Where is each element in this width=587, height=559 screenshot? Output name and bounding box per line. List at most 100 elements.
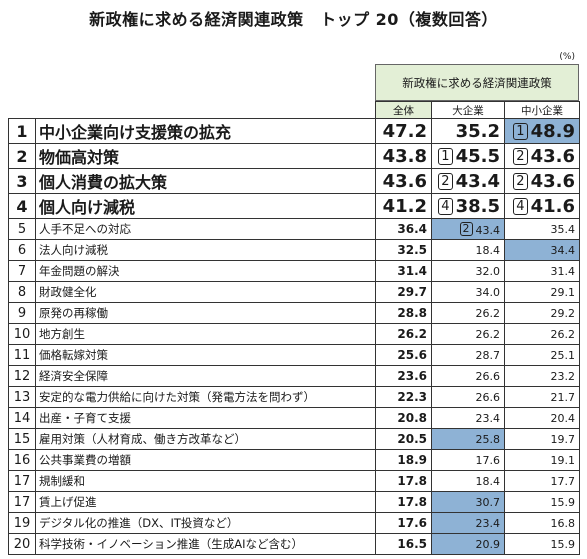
policy-item-cell: 法人向け減税	[35, 239, 376, 261]
value-all-cell: 18.9	[375, 449, 432, 471]
value-sme-cell: 26.2	[504, 323, 580, 345]
value-large-cell: 25.8	[431, 428, 505, 450]
value-sme-cell: 23.2	[504, 365, 580, 387]
value-text: 31.4	[550, 264, 576, 278]
value-text: 35.4	[550, 222, 576, 236]
value-text: 23.4	[475, 411, 501, 425]
value-text: 19.7	[550, 432, 576, 446]
value-text: 29.2	[550, 306, 576, 320]
value-text: 18.4	[475, 474, 501, 488]
value-sme-cell: 2 43.6	[504, 168, 580, 194]
value-text: 18.4	[475, 243, 501, 257]
value-all-cell: 28.8	[375, 302, 432, 324]
value-sme-cell: 15.9	[504, 491, 580, 513]
value-sme-cell: 35.4	[504, 218, 580, 240]
value-large-cell: 32.0	[431, 260, 505, 282]
column-header-row: 全体 大企業 中小企業	[9, 101, 580, 119]
value-text: 22.3	[397, 390, 427, 404]
policy-item-cell: 経済安全保障	[35, 365, 376, 387]
rank-cell: 1	[8, 118, 36, 144]
table-row: 1 中小企業向け支援策の拡充 47.2 35.2 1 48.9	[8, 118, 580, 144]
rank-badge: 2	[513, 147, 528, 165]
value-all-cell: 41.2	[375, 193, 432, 219]
policy-item-cell: 科学技術・イノベーション推進（生成AIなど含む）	[35, 533, 376, 555]
value-large-cell: 34.0	[431, 281, 505, 303]
policy-item-cell: 雇用対策（人材育成、働き方改革など）	[35, 428, 376, 450]
value-text: 17.8	[397, 474, 427, 488]
value-text: 20.4	[550, 411, 576, 425]
value-sme-cell: 15.9	[504, 533, 580, 555]
value-text: 32.0	[475, 264, 501, 278]
value-text: 25.8	[475, 432, 501, 446]
table-row: 7 年金問題の解決 31.4 32.0 31.4	[8, 260, 580, 282]
value-text: 16.5	[397, 537, 427, 551]
value-text: 20.8	[397, 411, 427, 425]
value-all-cell: 23.6	[375, 365, 432, 387]
value-text: 26.2	[550, 327, 576, 341]
table-row: 11 価格転嫁対策 25.6 28.7 25.1	[8, 344, 580, 366]
value-text: 18.9	[397, 453, 427, 467]
value-text: 34.4	[550, 243, 576, 257]
rank-cell: 13	[8, 386, 36, 408]
table-row: 8 財政健全化 29.7 34.0 29.1	[8, 281, 580, 303]
value-sme-cell: 19.1	[504, 449, 580, 471]
value-text: 17.6	[397, 516, 427, 530]
table-row: 20 科学技術・イノベーション推進（生成AIなど含む） 16.5 20.9 15.9	[8, 533, 580, 555]
rank-cell: 7	[8, 260, 36, 282]
value-sme-cell: 16.8	[504, 512, 580, 534]
value-sme-cell: 29.1	[504, 281, 580, 303]
rank-cell: 8	[8, 281, 36, 303]
value-text: 30.7	[475, 495, 501, 509]
value-all-cell: 17.8	[375, 470, 432, 492]
value-text: 43.6	[530, 170, 575, 192]
value-all-cell: 36.4	[375, 218, 432, 240]
value-large-cell: 23.4	[431, 407, 505, 429]
value-text: 43.4	[475, 223, 501, 237]
value-text: 48.9	[530, 120, 575, 142]
policy-item-cell: 価格転嫁対策	[35, 344, 376, 366]
rank-badge: 1	[513, 122, 528, 140]
column-header-sme: 中小企業	[504, 101, 580, 119]
value-text: 26.2	[475, 306, 501, 320]
value-all-cell: 47.2	[375, 118, 432, 144]
value-all-cell: 43.6	[375, 168, 432, 194]
policy-item-cell: 規制緩和	[35, 470, 376, 492]
value-sme-cell: 25.1	[504, 344, 580, 366]
value-sme-cell: 20.4	[504, 407, 580, 429]
value-sme-cell: 17.7	[504, 470, 580, 492]
table-row: 3 個人消費の拡大策 43.6 2 43.4 2 43.6	[8, 168, 580, 194]
value-all-cell: 16.5	[375, 533, 432, 555]
value-text: 15.9	[550, 495, 576, 509]
table-row: 10 地方創生 26.2 26.2 26.2	[8, 323, 580, 345]
value-text: 41.2	[382, 195, 427, 217]
value-text: 45.5	[455, 145, 500, 167]
value-text: 26.2	[397, 327, 427, 341]
value-text: 25.6	[397, 348, 427, 362]
value-large-cell: 1 45.5	[431, 143, 505, 169]
value-text: 23.2	[550, 369, 576, 383]
value-large-cell: 2 43.4	[431, 218, 505, 240]
value-sme-cell: 21.7	[504, 386, 580, 408]
value-text: 35.2	[455, 120, 500, 142]
value-large-cell: 4 38.5	[431, 193, 505, 219]
unit-label: (%)	[559, 52, 575, 62]
table-row: 15 雇用対策（人材育成、働き方改革など） 20.5 25.8 19.7	[8, 428, 580, 450]
rank-cell: 3	[8, 168, 36, 194]
rank-cell: 20	[8, 533, 36, 555]
value-sme-cell: 19.7	[504, 428, 580, 450]
rank-cell: 19	[8, 512, 36, 534]
rank-badge: 1	[438, 147, 453, 165]
table-row: 12 経済安全保障 23.6 26.6 23.2	[8, 365, 580, 387]
value-text: 41.6	[530, 195, 575, 217]
policy-item-cell: 賃上げ促進	[35, 491, 376, 513]
column-header-large: 大企業	[431, 101, 505, 119]
value-text: 17.8	[397, 495, 427, 509]
rank-cell: 15	[8, 428, 36, 450]
table-body: 1 中小企業向け支援策の拡充 47.2 35.2 1 48.9 2 物価高対策 43.8 1 45.…	[8, 118, 580, 555]
value-large-cell: 20.9	[431, 533, 505, 555]
value-sme-cell: 31.4	[504, 260, 580, 282]
header-blank-rank	[9, 102, 36, 119]
value-all-cell: 17.8	[375, 491, 432, 513]
value-text: 23.4	[475, 516, 501, 530]
value-text: 17.6	[475, 453, 501, 467]
